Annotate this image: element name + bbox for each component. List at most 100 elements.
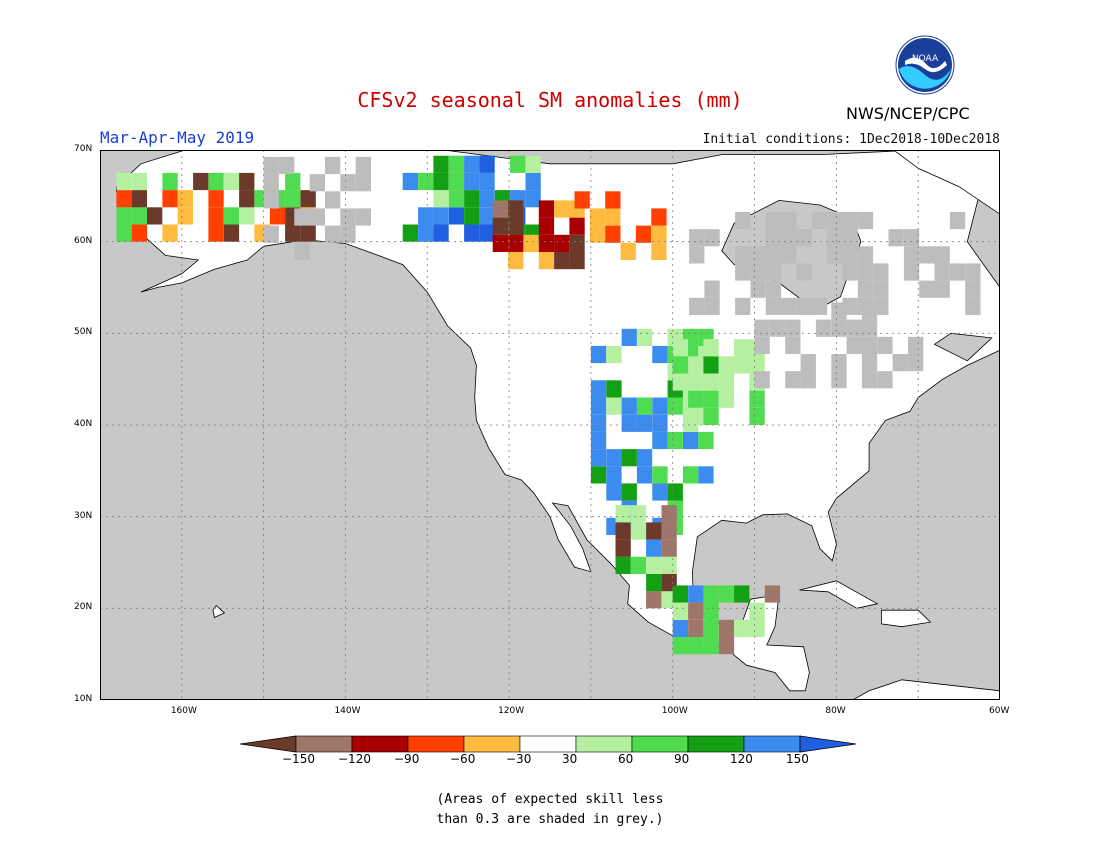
low-skill-cell (769, 319, 786, 337)
anomaly-cell (703, 356, 719, 374)
anomaly-cell (652, 414, 668, 432)
low-skill-cell (827, 211, 843, 230)
colorbar-segment (687, 735, 745, 753)
anomaly-cell (448, 155, 465, 173)
anomaly-cell (269, 207, 286, 225)
low-skill-cell (735, 263, 751, 281)
anomaly-cell (508, 217, 524, 235)
colorbar-tick-label: −120 (338, 752, 371, 766)
anomaly-cell (718, 637, 735, 655)
low-skill-cell (704, 280, 720, 298)
anomaly-cell (734, 585, 750, 603)
anomaly-cell (131, 172, 147, 191)
anomaly-cell (635, 225, 652, 243)
low-skill-cell (811, 211, 828, 230)
anomaly-cell (646, 522, 662, 540)
skill-footnote: (Areas of expected skill less than 0.3 a… (0, 790, 1100, 830)
low-skill-cell (861, 354, 878, 372)
anomaly-cell (621, 449, 637, 467)
anomaly-cell (605, 208, 621, 226)
anomaly-cell (688, 602, 704, 620)
colorbar-segment (631, 735, 689, 753)
anomaly-cell (300, 190, 316, 208)
anomaly-cell (464, 190, 480, 208)
south-america-landmass (851, 679, 1000, 700)
anomaly-cell (492, 234, 508, 252)
low-skill-cell (892, 354, 908, 372)
anomaly-cell (492, 217, 508, 235)
low-skill-cell (903, 246, 920, 264)
low-skill-cell (861, 302, 878, 320)
anomaly-cell (703, 637, 719, 655)
latitude-label: 40N (74, 419, 93, 429)
anomaly-cell (116, 190, 132, 208)
low-skill-cell (325, 191, 341, 209)
logo-text: NOAA (912, 54, 939, 64)
low-skill-cell (765, 246, 782, 264)
low-skill-cell (781, 246, 797, 264)
anomaly-cell (646, 556, 662, 574)
anomaly-cell (661, 539, 677, 557)
anomaly-cell (698, 466, 714, 484)
latitude-label: 60N (74, 235, 93, 246)
low-skill-cell (263, 191, 279, 209)
anomaly-cell (418, 207, 434, 225)
anomaly-cell (620, 208, 636, 226)
low-skill-cell (857, 280, 874, 298)
anomaly-map (100, 150, 1000, 700)
low-skill-cell (800, 354, 816, 372)
low-skill-cell (857, 263, 874, 281)
low-skill-cell (800, 371, 816, 389)
low-skill-cell (704, 229, 720, 247)
anomaly-cell (718, 356, 735, 374)
anomaly-cell (636, 328, 653, 346)
low-skill-cell (325, 225, 341, 243)
anomaly-cell (620, 242, 636, 260)
anomaly-cell (652, 466, 668, 484)
longitude-label: 160W (170, 706, 197, 716)
low-skill-cell (842, 246, 858, 264)
colorbar-segment (407, 735, 465, 753)
low-skill-cell (903, 229, 920, 247)
footnote-line-2: than 0.3 are shaded in grey.) (436, 812, 664, 827)
low-skill-cell (903, 263, 920, 281)
anomaly-cell (667, 431, 683, 450)
low-skill-cell (831, 302, 847, 320)
anomaly-cell (433, 224, 449, 242)
anomaly-cell (300, 224, 316, 242)
low-skill-cell (785, 336, 801, 354)
anomaly-cell (574, 191, 590, 209)
low-skill-cell (877, 371, 893, 389)
anomaly-cell (718, 390, 735, 408)
anomaly-cell (703, 390, 719, 408)
low-skill-cell (857, 246, 874, 264)
greenland-landmass (892, 150, 1000, 215)
anomaly-cell (448, 172, 465, 191)
anomaly-cell (672, 339, 688, 357)
anomaly-cell (683, 466, 699, 484)
anomaly-cell (223, 207, 240, 225)
anomaly-cell (162, 190, 178, 208)
anomaly-cell (177, 207, 193, 225)
anomaly-cell (652, 483, 668, 501)
anomaly-cell (646, 539, 662, 557)
anomaly-cell (652, 431, 668, 450)
anomaly-cell (651, 208, 667, 226)
anomaly-cell (590, 345, 607, 364)
anomaly-cell (621, 328, 637, 346)
low-skill-cell (263, 225, 279, 243)
low-skill-cell (785, 371, 801, 389)
anomaly-cell (734, 339, 750, 357)
anomaly-cell (479, 155, 495, 173)
low-skill-cell (279, 156, 295, 175)
anomaly-cell (147, 207, 163, 225)
anomaly-cell (590, 449, 607, 467)
low-skill-cell (765, 280, 782, 298)
anomaly-cell (615, 522, 631, 540)
low-skill-cell (340, 208, 356, 226)
low-skill-cell (796, 229, 812, 247)
anomaly-cell (223, 224, 240, 242)
longitude-label: 60W (989, 706, 1010, 716)
noaa-logo-icon: NOAA (895, 35, 955, 95)
latitude-label: 70N (74, 144, 93, 154)
